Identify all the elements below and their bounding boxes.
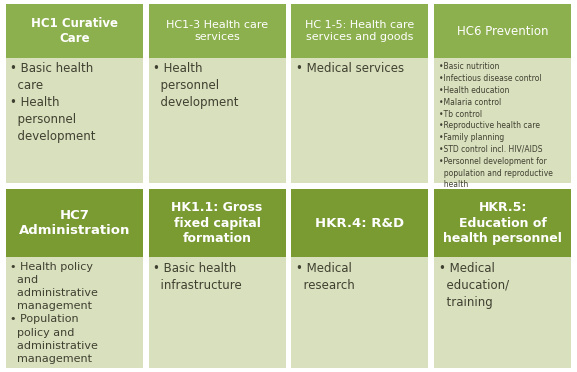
Bar	[6, 189, 143, 368]
Text: • Health policy
  and
  administrative
  management
• Population
  policy and
  : • Health policy and administrative manag…	[10, 262, 98, 364]
Bar	[434, 4, 571, 58]
Bar	[434, 189, 571, 368]
Text: HK1.1: Gross
fixed capital
formation: HK1.1: Gross fixed capital formation	[171, 201, 263, 245]
Bar	[291, 189, 428, 368]
Bar	[291, 4, 428, 58]
Bar	[149, 189, 286, 368]
Bar	[149, 189, 286, 257]
Bar	[291, 189, 428, 257]
Bar	[6, 4, 143, 58]
Bar	[6, 4, 143, 183]
Text: HC1 Curative
Care: HC1 Curative Care	[31, 17, 118, 45]
Bar	[434, 189, 571, 257]
Text: HC1-3 Health care
services: HC1-3 Health care services	[166, 20, 268, 42]
Bar	[149, 4, 286, 58]
Text: •Basic nutrition
•Infectious disease control
•Health education
•Malaria control
: •Basic nutrition •Infectious disease con…	[439, 62, 553, 189]
Text: • Basic health
  care
• Health
  personnel
  development: • Basic health care • Health personnel d…	[10, 62, 96, 143]
Text: HC 1-5: Health care
services and goods: HC 1-5: Health care services and goods	[305, 20, 414, 42]
Text: • Health
  personnel
  development: • Health personnel development	[153, 62, 239, 109]
Text: • Medical
  research: • Medical research	[296, 262, 355, 292]
Text: HC7
Administration: HC7 Administration	[18, 209, 130, 237]
Bar	[291, 4, 428, 183]
Text: HC6 Prevention: HC6 Prevention	[457, 25, 549, 38]
Text: HKR.5:
Education of
health personnel: HKR.5: Education of health personnel	[443, 201, 562, 245]
Bar	[149, 4, 286, 183]
Text: HKR.4: R&D: HKR.4: R&D	[316, 217, 404, 230]
Text: • Medical services: • Medical services	[296, 62, 404, 76]
Text: • Medical
  education/
  training: • Medical education/ training	[439, 262, 509, 308]
Bar	[6, 189, 143, 257]
Text: • Basic health
  infrastructure: • Basic health infrastructure	[153, 262, 242, 292]
Bar	[434, 4, 571, 183]
